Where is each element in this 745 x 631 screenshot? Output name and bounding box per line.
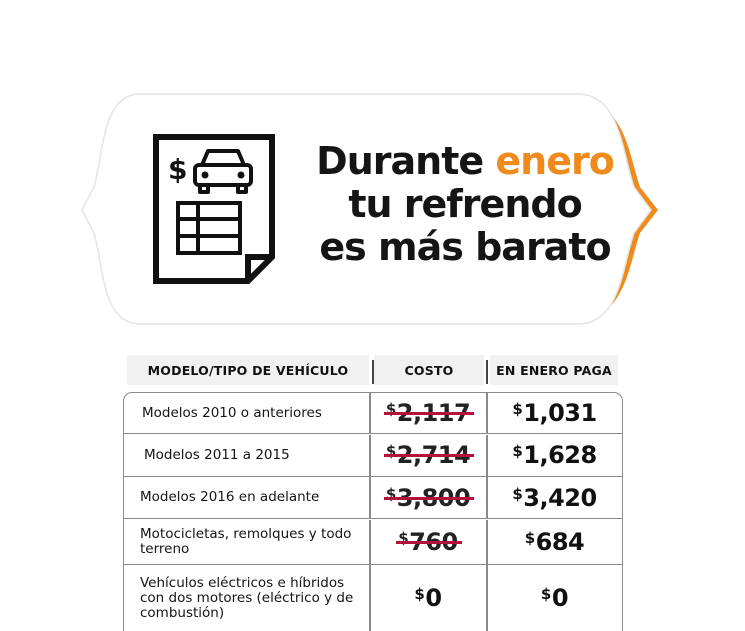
january-cell: $0 [487, 565, 622, 631]
january-cell: $3,420 [487, 477, 622, 518]
header-divider [372, 360, 374, 384]
january-cell: $1,031 [487, 393, 622, 433]
old-price: $3,800 [385, 483, 471, 512]
car-icon [193, 149, 253, 194]
model-cell: Modelos 2010 o anteriores [142, 404, 322, 421]
january-price: $1,031 [512, 399, 597, 427]
model-cell: Motocicletas, remolques y todo terreno [140, 525, 352, 557]
january-price: $684 [524, 527, 585, 556]
headline-accent: enero [495, 139, 614, 183]
headline-line-1: Durante enero [300, 140, 630, 183]
old-price: $2,714 [385, 441, 471, 469]
header-divider [486, 360, 488, 384]
january-cell: $1,628 [487, 435, 622, 476]
january-price: $1,628 [512, 441, 597, 469]
january-cell: $684 [487, 520, 622, 564]
headline-text: Durante [316, 139, 496, 183]
document-car-icon: $ [153, 134, 275, 284]
model-cell: Vehículos eléctricos e híbridos con dos … [140, 574, 354, 621]
old-price: $2,117 [385, 399, 471, 427]
january-price: $3,420 [512, 483, 597, 512]
cost-price: $0 [414, 584, 442, 612]
model-cell: Modelos 2016 en adelante [140, 489, 320, 505]
svg-text:$: $ [168, 153, 187, 186]
table-row: Motocicletas, remolques y todo terreno $… [124, 519, 622, 565]
table-row: Vehículos eléctricos e híbridos con dos … [124, 565, 622, 631]
table-row: Modelos 2016 en adelante $3,800 $3,420 [124, 477, 622, 519]
cost-cell: $0 [370, 565, 486, 631]
cost-cell: $2,714 [370, 435, 486, 476]
cost-cell: $2,117 [370, 393, 486, 433]
cost-cell: $760 [370, 520, 486, 564]
january-price: $0 [540, 584, 569, 612]
cost-cell: $3,800 [370, 477, 486, 518]
old-price: $760 [398, 527, 458, 556]
headline-line-3: es más barato [319, 225, 611, 269]
table-grid-icon [176, 201, 242, 255]
header-cost: COSTO [374, 355, 484, 385]
price-table: Modelos 2010 o anteriores $2,117 $1,031 … [123, 392, 623, 631]
model-cell: Modelos 2011 a 2015 [144, 446, 290, 463]
headline-line-2: tu refrendo [348, 182, 582, 226]
header-model: MODELO/TIPO DE VEHÍCULO [127, 355, 369, 385]
table-row: Modelos 2010 o anteriores $2,117 $1,031 [124, 393, 622, 434]
header-january: EN ENERO PAGA [490, 355, 618, 385]
headline: Durante enero tu refrendo es más barato [300, 140, 630, 269]
table-row: Modelos 2011 a 2015 $2,714 $1,628 [124, 434, 622, 477]
